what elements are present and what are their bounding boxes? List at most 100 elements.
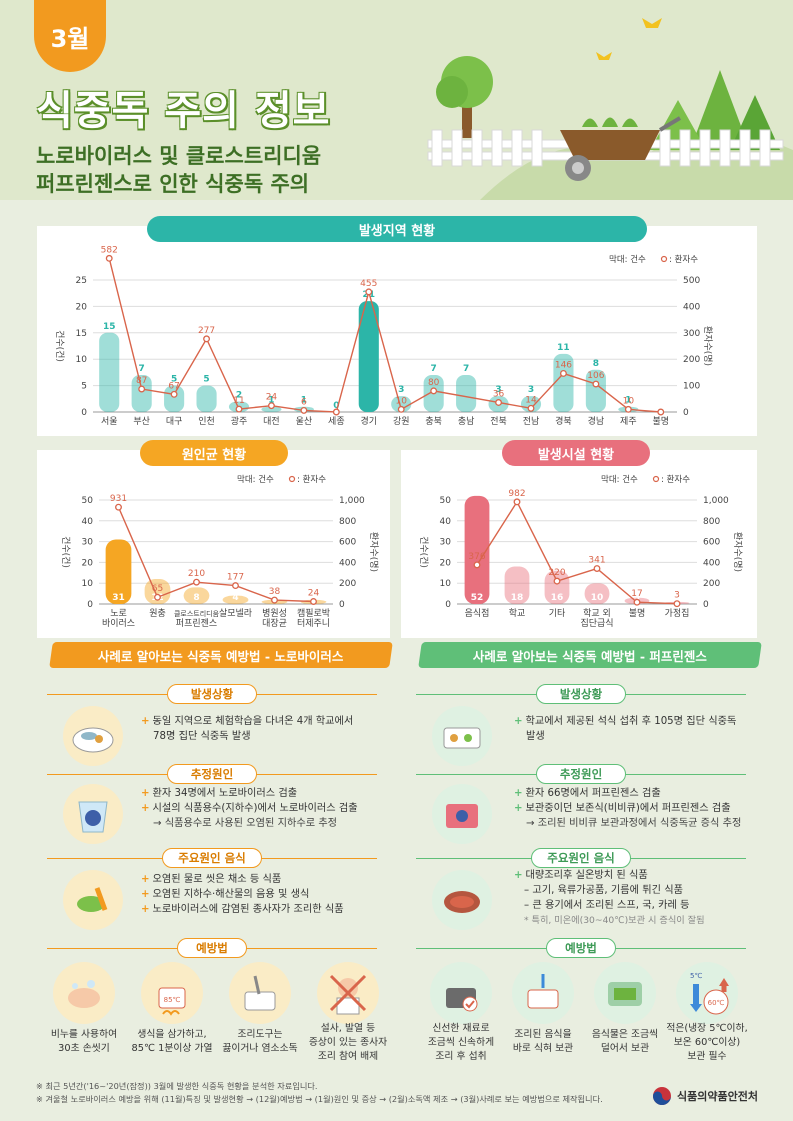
patient-point <box>495 399 503 406</box>
y-tick-right: 600 <box>339 538 356 548</box>
y-tick-right: 400 <box>703 558 720 568</box>
patient-point <box>473 561 481 569</box>
patient-point <box>513 498 521 506</box>
perfringens-cause-line-3: → 조리된 비비큐 보관과정에서 식중독균 증식 추정 <box>526 818 742 829</box>
perfringens-cause-line-2: 보관중이던 보존식(비비큐)에서 퍼프린젠스 검출 <box>525 803 731 814</box>
bar-value-label: 3 <box>495 385 501 395</box>
bar <box>504 566 530 604</box>
patient-line <box>108 258 661 413</box>
subtitle-line-1: 노로바이러스 및 클로스트리디움 <box>36 144 322 168</box>
heating-pot-icon: 85℃ <box>141 962 203 1024</box>
y-tick-left: 5 <box>81 382 87 392</box>
patient-line <box>117 506 314 603</box>
bar-value-label: 8 <box>193 593 199 603</box>
patient-line <box>476 500 678 605</box>
bar <box>464 495 490 604</box>
x-tick-label: 퍼프린젠스 <box>176 618 217 629</box>
y-tick-right: 500 <box>683 276 700 286</box>
x-tick-label: 인천 <box>198 416 215 427</box>
x-tick-label: 불명 <box>629 608 646 619</box>
tip-text-3: 조리도구는 끓이거나 염소소독 <box>217 1028 303 1056</box>
x-tick-label: 음식점 <box>465 607 490 619</box>
bar-value-label: 3 <box>528 385 534 395</box>
y-tick-left: 20 <box>76 302 88 312</box>
patient-point <box>193 578 200 586</box>
patient-point <box>593 565 601 572</box>
bar-value-label: 52 <box>471 593 484 603</box>
y-tick-right: 800 <box>703 517 720 527</box>
section-label-food: 주요원인 음식 <box>162 848 262 868</box>
y-tick-right: 0 <box>339 600 345 610</box>
bar-value-label: 8 <box>593 359 599 369</box>
tip-2-line-2: 85℃ 1분이상 가열 <box>131 1043 213 1054</box>
patient-value-label: 177 <box>227 573 244 583</box>
y-tick-left: 50 <box>440 496 452 506</box>
bar-value-label: 1 <box>301 396 307 406</box>
perfringens-food-text: + 대량조리후 실온방치 된 식품 – 고기, 육류가공품, 기름에 튀긴 식품 … <box>514 870 705 926</box>
bar <box>222 595 249 604</box>
perfringens-panel-head-text: 사례로 알아보는 식중독 예방법 - 퍼프린젠스 <box>473 648 707 664</box>
tip-2-line-1: 생식을 삼가하고, <box>137 1029 207 1040</box>
legend-line-marker <box>660 255 668 263</box>
perfringens-food-line-2: – 고기, 육류가공품, 기름에 튀긴 식품 <box>524 885 683 896</box>
pathogen-chart: 막대: 건수: 환자수 0 10 20 30 40 50 0 200 400 600 800 1,000… <box>60 474 380 629</box>
y-tick-left: 30 <box>440 538 452 548</box>
norovirus-panel-head: 사례로 알아보는 식중독 예방법 - 노로바이러스 <box>49 642 393 668</box>
perfringens-panel-head: 사례로 알아보는 식중독 예방법 - 퍼프린젠스 <box>418 642 762 668</box>
tip-2-line-2: 바로 식혀 보관 <box>512 1043 574 1054</box>
bar-value-label: 11 <box>557 343 570 353</box>
section-label-prevention: 예방법 <box>546 938 616 958</box>
x-tick-label: 병원성 <box>262 608 287 619</box>
perfringens-situation-line-1: 학교에서 제공된 석식 섭취 후 105명 집단 식중독 <box>525 716 737 727</box>
y-tick-left: 10 <box>82 579 94 589</box>
utensil-boil-icon <box>229 962 291 1024</box>
bar-value-label: 1 <box>268 396 274 406</box>
patient-point <box>271 596 278 604</box>
y-tick-left: 0 <box>445 600 451 610</box>
tip-2-line-1: 조리된 음식을 <box>514 1029 572 1040</box>
y-tick-left: 0 <box>87 600 93 610</box>
patient-value-label: 455 <box>360 279 377 289</box>
landscape-illustration <box>427 18 793 200</box>
bar-value-label: 2 <box>236 390 242 400</box>
bar-value-label: 4 <box>232 593 238 603</box>
y-tick-left: 20 <box>82 558 94 568</box>
meal-tray-icon <box>432 706 492 766</box>
vegetables-icon <box>63 870 123 930</box>
patient-point <box>657 408 665 416</box>
patient-point <box>105 254 113 262</box>
x-tick-label: 기타 <box>549 608 566 619</box>
x-tick-label: 부산 <box>133 416 150 427</box>
norovirus-panel-head-text: 사례로 알아보는 식중독 예방법 - 노로바이러스 <box>98 648 344 664</box>
y-tick-left: 15 <box>76 329 87 339</box>
patient-point <box>592 380 600 388</box>
sick-worker-icon <box>317 962 379 1024</box>
x-tick-label: 원충 <box>149 608 166 619</box>
x-tick-label: 경기 <box>360 415 377 427</box>
section-label-situation: 발생상황 <box>167 684 257 704</box>
bar <box>131 375 152 412</box>
y-tick-left: 25 <box>76 276 87 286</box>
patient-value-label: 17 <box>631 589 642 599</box>
y-axis-label-left: 건수(건) <box>60 536 71 568</box>
bar <box>99 332 120 412</box>
perfringens-food-note: * 특히, 미온에(30~40℃)보관 시 증식이 잘됨 <box>524 915 705 926</box>
month-badge: 3월 <box>34 0 106 72</box>
x-tick-label: 바이러스 <box>102 618 135 629</box>
patient-value-label: 982 <box>508 489 525 499</box>
patient-value-label: 38 <box>269 587 281 597</box>
patient-point <box>154 593 161 601</box>
tip-text-4: 적은(냉장 5℃이하, 보온 60℃이상) 보관 필수 <box>664 1022 750 1064</box>
temp-60-label: 60℃ <box>708 999 725 1007</box>
norovirus-panel: 사례로 알아보는 식중독 예방법 - 노로바이러스 발생상황 + 동일 지역으로 … <box>37 642 393 1074</box>
container-icon <box>594 962 656 1024</box>
x-tick-label: 광주 <box>231 415 248 427</box>
perfringens-situation-line-2: 발생 <box>526 731 545 742</box>
tip-3-line-2: 끓이거나 염소소독 <box>222 1043 298 1054</box>
bacteria-meat-icon <box>432 784 492 844</box>
legend-line: : 환자수 <box>669 254 698 265</box>
bar-value-label: 10 <box>591 593 604 603</box>
bar <box>196 385 217 412</box>
temp-5-label: 5℃ <box>690 972 702 980</box>
